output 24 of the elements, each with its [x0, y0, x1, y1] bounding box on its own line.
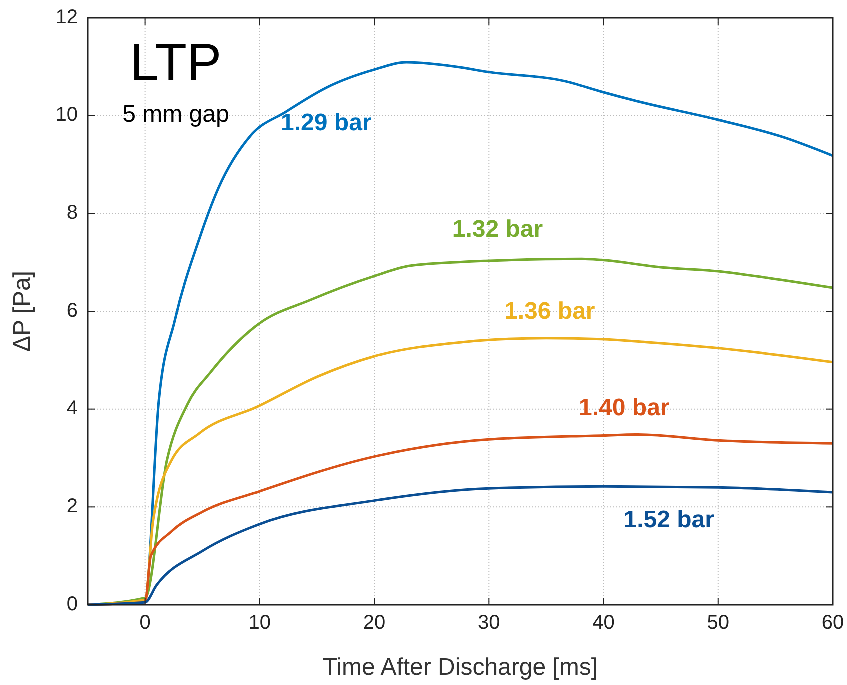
x-tick-label: 10 [248, 612, 272, 634]
series-label: 1.52 bar [624, 506, 714, 534]
y-tick-label: 8 [66, 202, 78, 224]
y-tick-label: 6 [66, 300, 78, 322]
series-label: 1.32 bar [452, 216, 544, 244]
series-label: 1.40 bar [579, 394, 670, 422]
annotation: 5 mm gap [122, 101, 230, 128]
y-tick-label: 4 [66, 398, 78, 420]
x-tick-label: 0 [140, 612, 151, 634]
x-tick-label: 50 [707, 612, 730, 634]
series-label: 1.29 bar [281, 109, 372, 136]
line-series [86, 485, 834, 606]
y-axis-title: ΔP [Pa] [9, 271, 36, 352]
y-tick-label: 2 [66, 495, 78, 518]
x-tick-label: 30 [478, 612, 500, 634]
y-tick-label: 12 [56, 6, 78, 28]
x-tick-label: 40 [592, 612, 615, 634]
x-tick-label: 20 [363, 612, 386, 634]
y-tick-label: 10 [56, 104, 78, 126]
x-tick-label: 60 [822, 612, 844, 634]
y-tick-label: 0 [66, 593, 78, 616]
series-label: 1.36 bar [504, 298, 596, 325]
x-axis-title: Time After Discharge [ms] [322, 654, 598, 681]
annotation: LTP [130, 34, 222, 92]
